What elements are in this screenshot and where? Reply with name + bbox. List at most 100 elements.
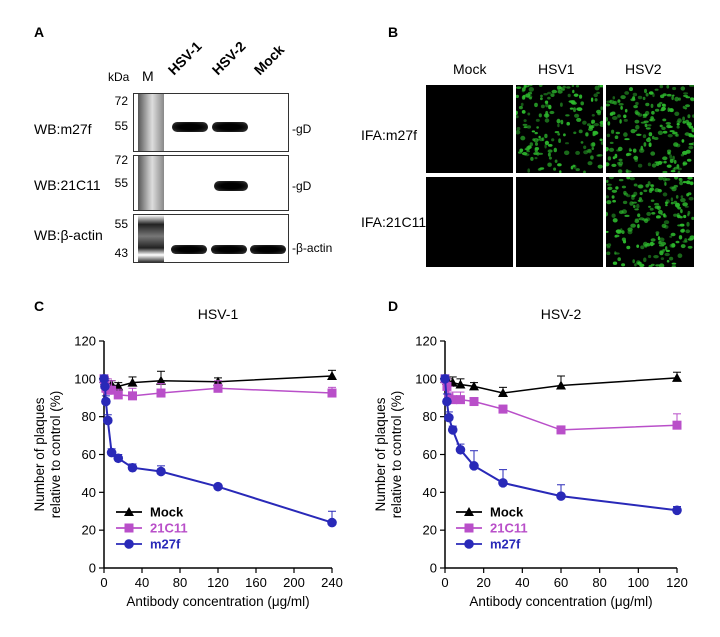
fluorescent-cell <box>642 134 647 139</box>
fluorescent-cell <box>629 201 634 206</box>
fluorescent-cell <box>682 120 686 124</box>
fluorescent-cell <box>646 137 651 143</box>
fluorescent-cell <box>659 85 664 89</box>
fluorescent-cell <box>611 189 618 193</box>
fluorescent-cell <box>664 252 670 257</box>
fluorescent-cell <box>544 140 549 145</box>
fluorescent-cell <box>648 254 652 259</box>
fluorescent-cell <box>606 103 611 107</box>
data-point-mock <box>327 370 337 380</box>
x-tick-label: 80 <box>173 575 187 590</box>
legend-label: Mock <box>490 505 524 520</box>
fluorescent-cell <box>634 119 640 124</box>
fluorescent-cell <box>654 88 659 91</box>
fluorescent-cell <box>617 114 621 118</box>
fluorescent-cell <box>576 117 582 122</box>
blot-name-21c11: WB:21C11 <box>34 177 101 193</box>
fluorescent-cell <box>669 154 673 159</box>
fluorescent-cell <box>666 259 670 263</box>
fluorescent-cell <box>606 179 609 183</box>
fluorescent-cell <box>560 102 563 107</box>
data-point-mock <box>156 375 166 385</box>
fluorescent-cell <box>516 110 518 115</box>
fluorescent-cell <box>652 93 655 98</box>
fluorescent-cell <box>635 124 640 130</box>
fluorescent-cell <box>612 96 616 100</box>
y-tick-label: 40 <box>82 485 96 500</box>
lane-label-hsv2: HSV-2 <box>208 38 249 78</box>
fluorescent-cell <box>678 178 683 182</box>
data-point-m27f <box>498 478 508 488</box>
fluorescent-cell <box>528 85 533 87</box>
ifa-row-21c11: IFA:21C11 <box>361 214 427 230</box>
fluorescent-cell <box>556 85 562 90</box>
fluorescent-cell <box>597 154 603 157</box>
fluorescent-cell <box>582 120 587 125</box>
fluorescent-cell <box>680 195 684 199</box>
band-actin-hsv1 <box>171 245 207 254</box>
fluorescent-cell <box>516 130 521 135</box>
fluorescent-cell <box>667 149 672 153</box>
fluorescent-cell <box>679 223 685 227</box>
fluorescent-cell <box>676 125 680 129</box>
fluorescent-cell <box>578 129 583 134</box>
fluorescent-cell <box>526 125 532 129</box>
fluorescent-cell <box>658 177 664 181</box>
marker-lane <box>138 215 164 262</box>
fluorescent-cell <box>550 93 555 97</box>
fluorescent-cell <box>583 170 586 173</box>
fluorescent-cell <box>549 110 555 115</box>
fluorescent-cell <box>680 86 686 91</box>
fluorescent-cell <box>661 106 666 111</box>
fluorescent-cell <box>691 142 694 146</box>
data-point-m27f <box>113 453 124 464</box>
fluorescent-cell <box>681 139 685 143</box>
fluorescent-cell <box>554 159 558 163</box>
y-axis-label-line: Number of plaques <box>32 397 47 511</box>
fluorescent-cell <box>529 142 533 147</box>
data-point-m27f <box>127 462 138 473</box>
fluorescent-cell <box>606 195 609 199</box>
lane-label-hsv1: HSV-1 <box>164 38 205 78</box>
fluorescent-cell <box>680 198 686 203</box>
fluorescent-cell <box>572 164 576 168</box>
fluorescent-cell <box>642 96 646 101</box>
fluorescent-cell <box>638 199 644 203</box>
fluorescent-cell <box>633 105 638 109</box>
x-tick-label: 120 <box>666 575 688 590</box>
blot-actin-band-label: -β-actin <box>292 241 333 255</box>
fluorescent-cell <box>637 213 641 218</box>
fluorescent-cell <box>661 161 666 164</box>
fluorescent-cell <box>667 134 673 138</box>
fluorescent-cell <box>614 135 619 139</box>
ifa-row-m27f: IFA:m27f <box>361 127 418 143</box>
fluorescent-cell <box>544 100 549 104</box>
fluorescent-cell <box>635 111 640 116</box>
fluorescent-cell <box>566 86 571 89</box>
fluorescent-cell <box>663 160 667 164</box>
fluorescent-cell <box>617 169 623 173</box>
fluorescent-cell <box>659 124 663 128</box>
x-tick-label: 100 <box>627 575 649 590</box>
y-tick-label: 120 <box>74 334 96 349</box>
fluorescent-cell <box>659 101 663 105</box>
fluorescent-cell <box>516 94 519 99</box>
fluorescent-cell <box>593 123 599 127</box>
fluorescent-cell <box>640 245 645 250</box>
fluorescent-cell <box>684 205 689 208</box>
fluorescent-cell <box>557 123 560 128</box>
fluorescent-cell <box>670 201 674 205</box>
fluorescent-cell <box>654 202 660 206</box>
x-tick-label: 40 <box>135 575 149 590</box>
data-point-m27f <box>556 491 566 501</box>
fluorescent-cell <box>573 164 577 169</box>
fluorescent-cell <box>563 133 566 137</box>
ifa-col-hsv1: HSV1 <box>538 61 575 77</box>
panel-a-label: A <box>34 24 45 40</box>
fluorescent-cell <box>596 109 602 114</box>
fluorescent-cell <box>606 211 609 217</box>
fluorescent-cell <box>572 89 575 94</box>
fluorescent-cell <box>609 141 614 144</box>
fluorescent-cell <box>683 92 689 95</box>
legend-marker <box>464 507 474 516</box>
